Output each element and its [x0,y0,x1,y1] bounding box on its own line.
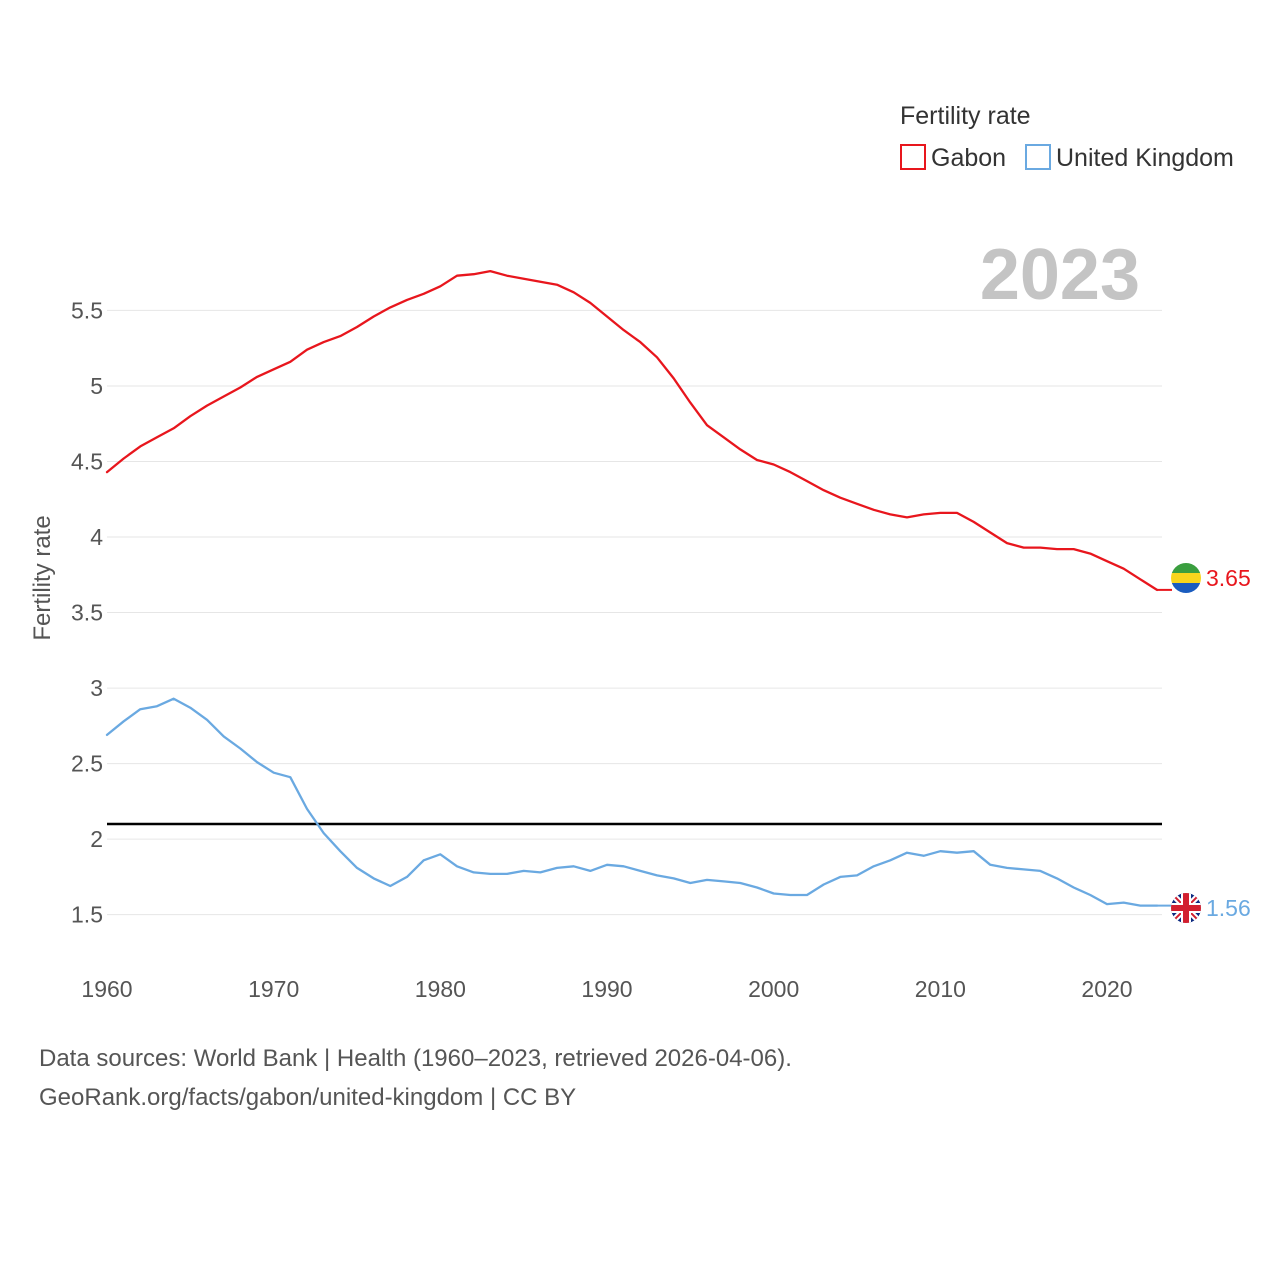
y-axis-ticks: 1.5 2 2.5 3 3.5 4 4.5 5 5.5 [71,297,103,927]
series-lines [105,269,1172,907]
footer-attribution[interactable]: GeoRank.org/facts/gabon/united-kingdom |… [39,1084,577,1111]
x-tick-label: 2020 [1081,976,1132,1002]
y-tick-label: 3 [90,675,103,701]
legend-label-gabon: Gabon [931,144,1006,172]
x-axis-ticks: 1960 1970 1980 1990 2000 2010 2020 [81,976,1132,1002]
footer-source: Data sources: World Bank | Health (1960–… [39,1045,792,1072]
series-line-gabon [105,269,1159,592]
uk-flag-icon [1171,893,1201,923]
legend-item-united-kingdom[interactable]: United Kingdom [1025,144,1234,172]
y-tick-label: 2.5 [71,751,103,777]
gabon-flag-icon [1171,563,1201,593]
y-tick-label: 5.5 [71,297,103,323]
y-axis-title: Fertility rate [29,515,56,640]
y-tick-label: 4.5 [71,448,103,474]
end-value-united-kingdom: 1.56 [1206,895,1251,921]
y-tick-label: 1.5 [71,902,103,928]
legend-label-united-kingdom: United Kingdom [1056,144,1234,172]
year-label: 2023 [980,235,1140,315]
x-tick-label: 2010 [915,976,966,1002]
y-tick-label: 5 [90,373,103,399]
y-gridlines [107,309,1162,916]
x-tick-label: 1980 [415,976,466,1002]
legend-swatch-gabon [900,144,926,170]
legend-title: Fertility rate [900,102,1031,130]
fertility-rate-chart: 1.5 2 2.5 3 3.5 4 4.5 5 5.5 1960 1970 1980 1990 2000… [29,102,1251,1002]
legend-swatch-united-kingdom [1025,144,1051,170]
x-tick-label: 1960 [81,976,132,1002]
x-tick-label: 1990 [581,976,632,1002]
y-tick-label: 3.5 [71,600,103,626]
y-tick-label: 2 [90,826,103,852]
series-line-united-kingdom [105,697,1159,907]
x-tick-label: 2000 [748,976,799,1002]
x-tick-label: 1970 [248,976,299,1002]
end-value-gabon: 3.65 [1206,565,1251,591]
y-tick-label: 4 [90,524,103,550]
legend-item-gabon[interactable]: Gabon [900,144,1006,172]
legend: Fertility rate Gabon United Kingdom [900,102,1234,172]
